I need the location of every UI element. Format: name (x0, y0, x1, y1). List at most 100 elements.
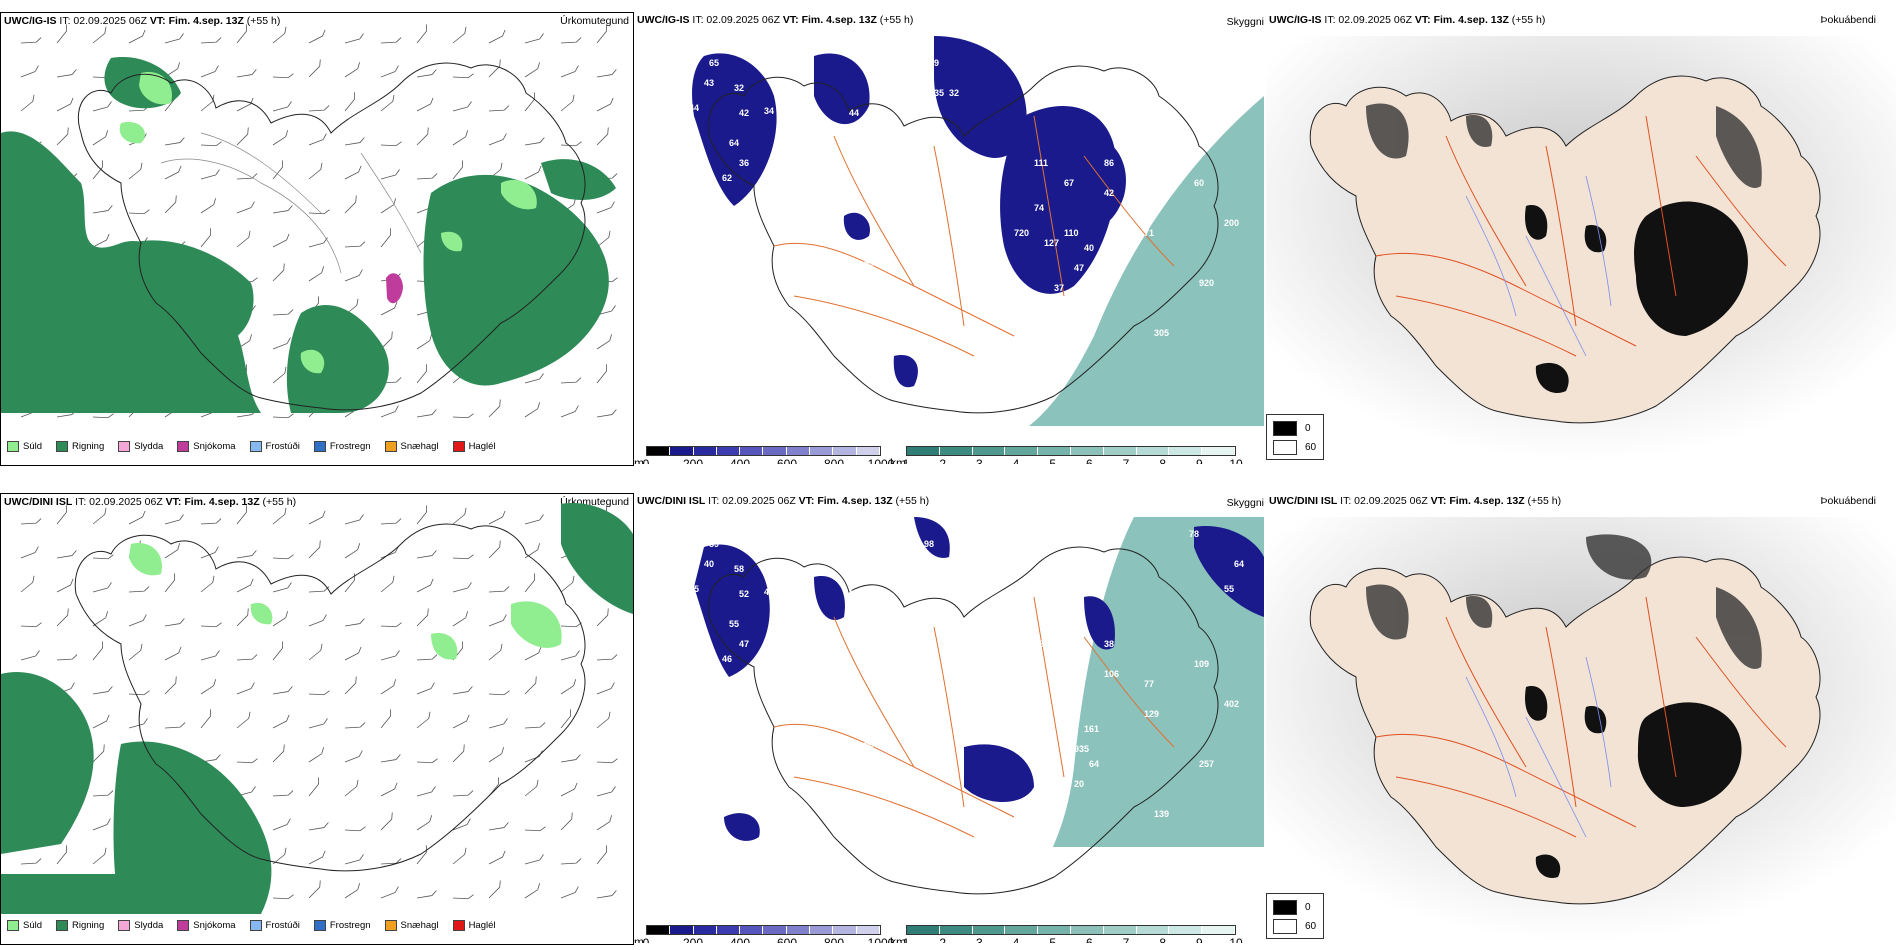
colorbar-segment (856, 926, 880, 934)
colorbar-tick: 9 (1195, 457, 1203, 464)
visibility-label: 58 (734, 564, 744, 574)
visibility-label: 109 (1194, 659, 1209, 669)
visibility-label: 58 (849, 589, 859, 599)
wind-barb (20, 650, 40, 661)
legend-label: Súld (23, 441, 43, 452)
rain-areas (1, 57, 616, 413)
wind-barb (272, 507, 287, 525)
wind-barb (200, 169, 220, 180)
visibility-label: 40 (1089, 278, 1099, 288)
visibility-label: 60 (1194, 178, 1204, 188)
wind-barb (560, 709, 571, 729)
colorbar-segment (716, 926, 741, 934)
wind-barb (92, 554, 114, 560)
wind-barb (308, 237, 328, 248)
panel-title: Þokuábendi (1820, 495, 1876, 507)
colorbar-segment (763, 926, 787, 934)
wind-barb (596, 201, 615, 214)
wind-barb (488, 133, 507, 146)
colorbar-tick: 4 (1012, 457, 1020, 464)
colorbar-tick: 10 (1229, 457, 1243, 464)
init-time: IT: 02.09.2025 06Z (75, 496, 163, 508)
fog-legend-max: 60 (1305, 442, 1317, 453)
valid-time: Fim. 4.sep. 13Z (817, 495, 893, 507)
visibility-label: 40 (1084, 243, 1094, 253)
wind-barb (200, 65, 219, 78)
wind-barb (488, 643, 503, 661)
visibility-label: 43 (864, 118, 874, 128)
colorbar-segment (1103, 926, 1137, 934)
wind-barb (560, 575, 575, 593)
wind-barb (380, 405, 399, 418)
wind-barb (272, 818, 291, 831)
wind-barb (20, 622, 42, 628)
wind-barb (344, 722, 366, 729)
panel-title: Úrkomutegund (560, 15, 629, 27)
wind-barb (200, 622, 222, 628)
colorbar-segment (763, 447, 787, 455)
road-network (1375, 596, 1787, 838)
fog-legend: 0 60 (1266, 414, 1324, 460)
colorbar-segment (1038, 926, 1071, 934)
wind-barb (452, 26, 467, 44)
legend-label: Snjókoma (193, 920, 236, 931)
precip-legend-item: Snjókoma (177, 441, 236, 452)
valid-label: VT: (165, 496, 182, 508)
legend-swatch (313, 441, 326, 452)
valid-label: VT: (149, 15, 166, 27)
wind-barb (308, 105, 330, 112)
model-name: UWC/DINI ISL (4, 496, 73, 508)
valid-label: VT: (782, 14, 799, 26)
wind-barb (596, 815, 613, 831)
precip-legend-item: Frostregn (313, 441, 371, 452)
wind-barb (344, 62, 361, 78)
wind-barb (128, 643, 143, 661)
visibility-label: 65 (709, 58, 719, 68)
wind-barb (272, 309, 294, 316)
visibility-label: 257 (1199, 759, 1214, 769)
wind-barb (56, 578, 74, 593)
wind-barb (236, 608, 249, 627)
fog-map (1266, 517, 1896, 941)
visibility-label: 41 (1074, 298, 1084, 308)
panel-header: UWC/DINI ISL IT: 02.09.2025 06Z VT: Fim.… (4, 496, 296, 508)
wind-barb (560, 65, 579, 78)
wind-barb (524, 854, 544, 865)
wind-barb (236, 758, 258, 764)
wind-barb (200, 650, 220, 661)
colorbar-segment (1070, 926, 1104, 934)
visibility-label: 47 (1074, 263, 1084, 273)
visibility-label: 52 (739, 589, 749, 599)
wind-barb (416, 173, 438, 180)
colorbar-segment (939, 447, 973, 455)
wind-barb (416, 786, 436, 797)
visibility-label: 64 (1089, 759, 1099, 769)
rivers (1465, 656, 1612, 838)
colorbar-km (906, 925, 1236, 935)
wind-barbs (20, 505, 618, 900)
wind-barb (452, 554, 474, 560)
wind-barb (452, 413, 474, 419)
wind-barb (524, 373, 544, 384)
wind-barb (380, 812, 393, 831)
wind-barb (452, 686, 473, 695)
wind-barb (164, 165, 182, 180)
colorbar-m-unit: m (634, 456, 644, 464)
wind-barb (560, 37, 582, 44)
wind-barb (596, 786, 616, 797)
wind-barb (92, 744, 105, 763)
wind-barb (92, 686, 113, 695)
precip-legend-item: Rigning (56, 920, 104, 931)
wind-barb (344, 883, 361, 899)
wind-barb (272, 73, 294, 79)
colorbar-segment (1005, 926, 1039, 934)
wind-barb (308, 690, 330, 696)
lead-time: (+55 h) (879, 14, 914, 26)
wind-barb (452, 714, 470, 729)
precip-legend: Súld Rigning Slydda Snjókoma Frostúði Frostre… (7, 441, 496, 452)
colorbar-segment (1169, 926, 1203, 934)
wind-barb (596, 127, 609, 146)
fog-index-dark (1525, 201, 1748, 394)
colorbar-segment (833, 447, 857, 455)
visibility-label: 42 (739, 108, 749, 118)
